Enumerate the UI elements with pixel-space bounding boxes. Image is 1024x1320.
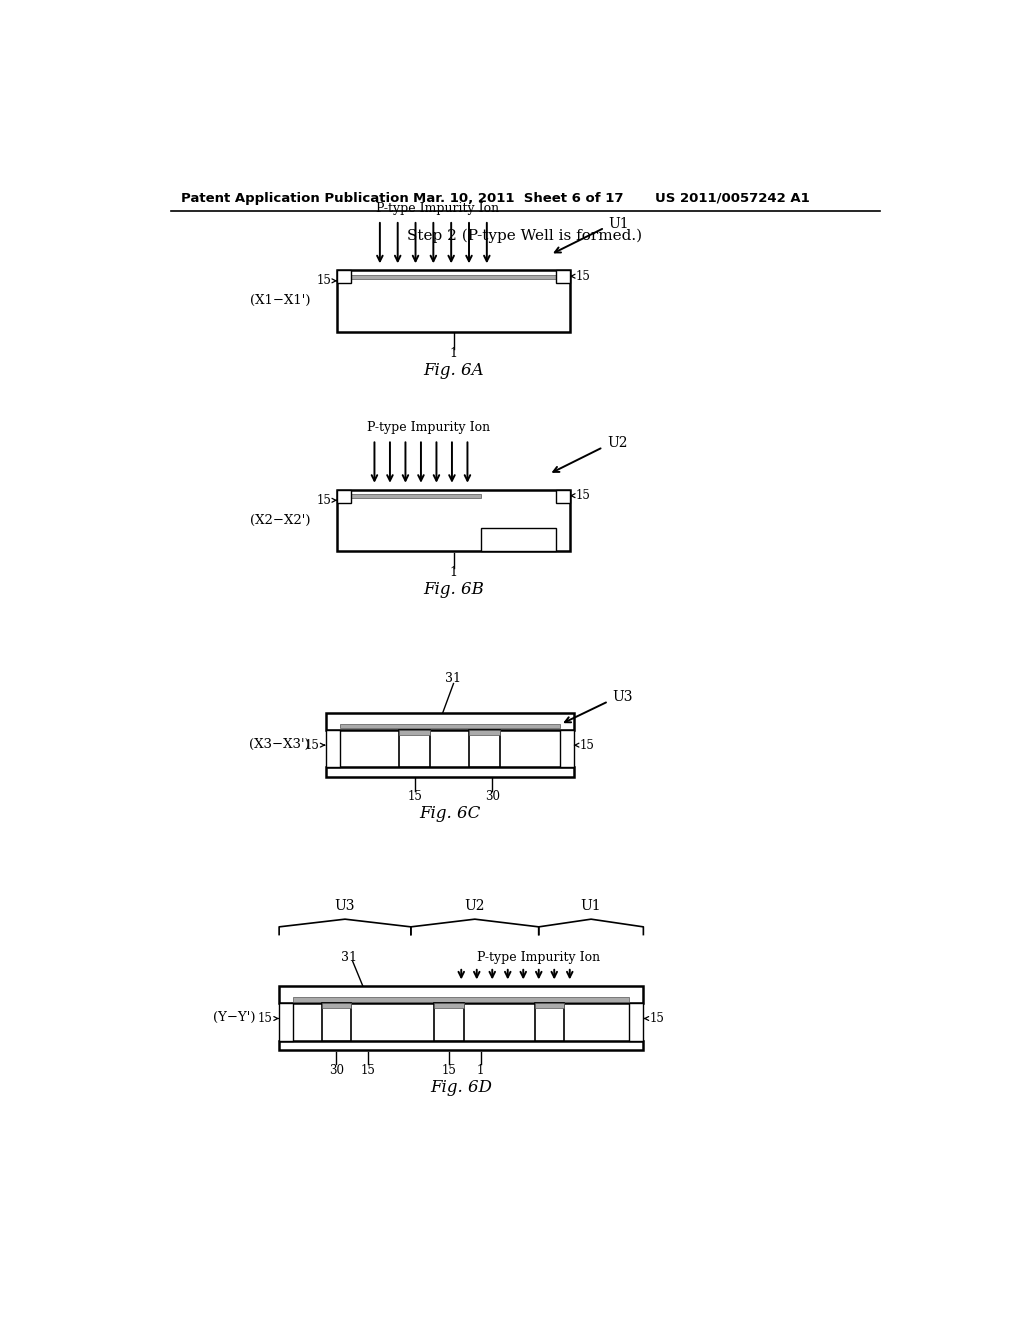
Text: Mar. 10, 2011  Sheet 6 of 17: Mar. 10, 2011 Sheet 6 of 17 (414, 191, 624, 205)
Text: 15: 15 (408, 791, 422, 804)
Text: (Y−Y'): (Y−Y') (213, 1011, 256, 1024)
Text: 15: 15 (441, 1064, 457, 1077)
Bar (326, 713, 573, 730)
Bar (293, 997, 630, 1002)
Text: US 2011/0057242 A1: US 2011/0057242 A1 (655, 191, 810, 205)
Text: 31: 31 (341, 952, 357, 964)
Text: 1: 1 (477, 1064, 484, 1077)
Bar (469, 730, 500, 767)
Text: U3: U3 (612, 690, 633, 705)
Bar (560, 730, 573, 767)
Bar (280, 1040, 643, 1051)
Text: Fig. 6D: Fig. 6D (430, 1078, 493, 1096)
Text: Step 2 (P-type Well is formed.): Step 2 (P-type Well is formed.) (408, 228, 642, 243)
Text: U1: U1 (581, 899, 601, 913)
Bar (556, 271, 569, 284)
Text: 15: 15 (575, 269, 591, 282)
Text: (X1−X1'): (X1−X1') (250, 294, 310, 308)
Text: (X2−X2'): (X2−X2') (250, 513, 310, 527)
Bar (535, 1003, 564, 1008)
Bar (326, 730, 340, 767)
Text: 30: 30 (484, 791, 500, 804)
Bar (630, 1003, 643, 1040)
Bar (337, 271, 351, 284)
Text: 30: 30 (329, 1064, 344, 1077)
Bar (399, 730, 430, 735)
Text: 31: 31 (445, 672, 462, 685)
Text: 15: 15 (316, 275, 331, 288)
Text: 1: 1 (450, 347, 458, 360)
Bar (326, 767, 573, 776)
Text: U1: U1 (608, 216, 629, 231)
Bar (481, 528, 556, 552)
Bar (337, 490, 569, 552)
Text: Patent Application Publication: Patent Application Publication (180, 191, 409, 205)
Bar (280, 1003, 293, 1040)
Text: 15: 15 (575, 490, 591, 502)
Text: 15: 15 (316, 494, 331, 507)
Text: (X3−X3'): (X3−X3') (250, 738, 310, 751)
Text: P-type Impurity Ion: P-type Impurity Ion (368, 421, 490, 434)
Text: U3: U3 (335, 899, 355, 913)
Bar (535, 1003, 564, 1040)
Bar (434, 1003, 464, 1040)
Text: 15: 15 (360, 1064, 376, 1077)
Text: U2: U2 (607, 437, 628, 450)
Text: 15: 15 (258, 1012, 273, 1026)
Bar (337, 271, 569, 331)
Bar (351, 275, 556, 279)
Bar (337, 490, 351, 503)
Text: 15: 15 (649, 1012, 665, 1026)
Text: Fig. 6B: Fig. 6B (423, 581, 484, 598)
Text: Fig. 6A: Fig. 6A (423, 362, 483, 379)
Bar (280, 986, 643, 1003)
Text: Fig. 6C: Fig. 6C (419, 805, 480, 822)
Text: U2: U2 (465, 899, 485, 913)
Bar (322, 1003, 351, 1040)
Bar (399, 730, 430, 767)
Bar (434, 1003, 464, 1008)
Text: P-type Impurity Ion: P-type Impurity Ion (377, 202, 500, 215)
Text: 15: 15 (580, 739, 595, 751)
Bar (351, 494, 481, 498)
Text: 15: 15 (304, 739, 319, 751)
Bar (469, 730, 500, 735)
Text: 1: 1 (450, 566, 458, 579)
Bar (322, 1003, 351, 1008)
Bar (340, 723, 560, 729)
Text: P-type Impurity Ion: P-type Impurity Ion (477, 952, 600, 964)
Bar (556, 490, 569, 503)
